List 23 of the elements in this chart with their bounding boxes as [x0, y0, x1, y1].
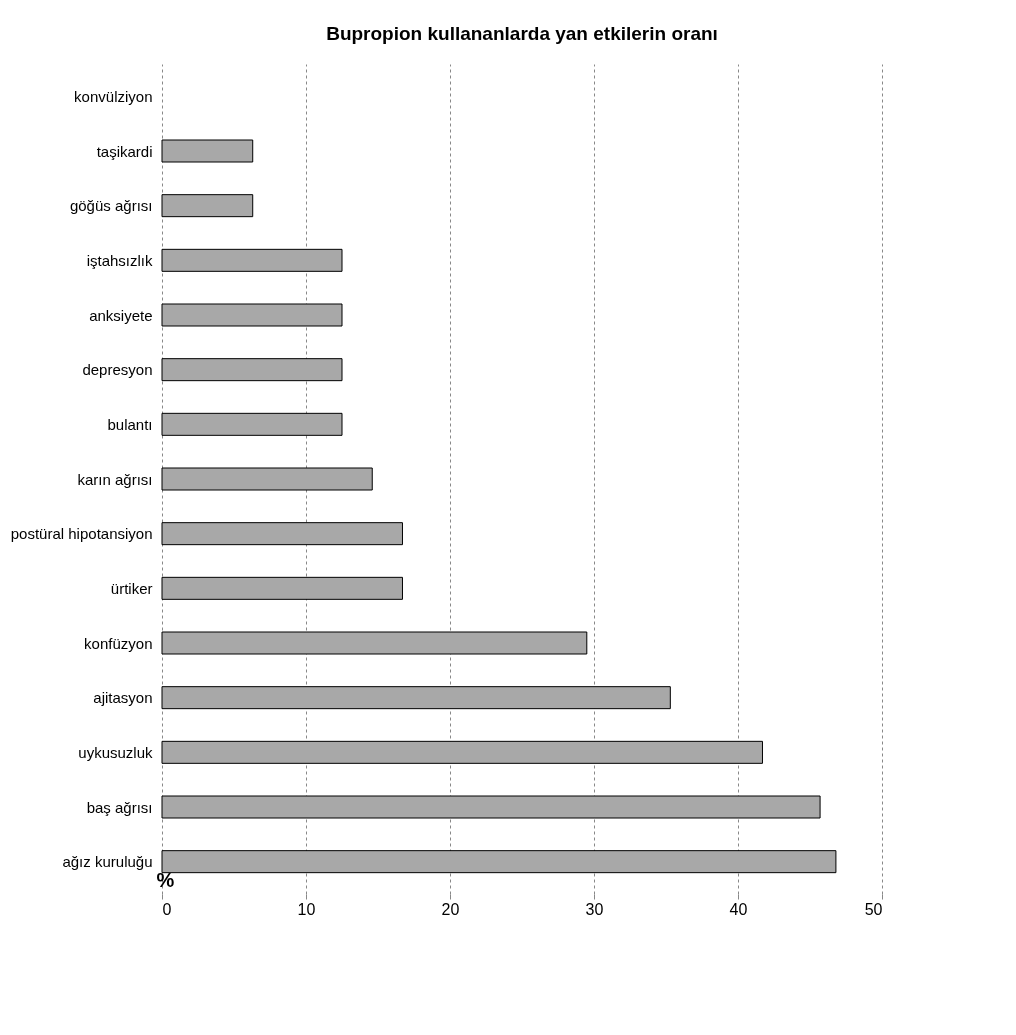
- y-tick-label: postüral hipotansiyon: [10, 525, 153, 543]
- y-tick-label: ürtiker: [110, 579, 153, 597]
- y-tick-label: depresyon: [82, 361, 153, 379]
- x-tick-label: 50: [864, 900, 883, 918]
- y-tick-label: baş ağrısı: [86, 798, 153, 816]
- x-tick-label: 30: [585, 900, 604, 918]
- x-tick-label: 40: [729, 900, 748, 918]
- chart-title: Bupropion kullananlarda yan etkilerin oranı: [326, 23, 718, 44]
- y-tick-label: ajitasyon: [93, 689, 153, 707]
- y-tick-label: bulantı: [107, 415, 153, 433]
- x-tick-label: 10: [297, 900, 316, 918]
- y-tick-label: iştahsızlık: [86, 251, 153, 269]
- y-tick-label: taşikardi: [96, 142, 153, 160]
- x-axis-title: %: [156, 868, 175, 891]
- y-tick-label: ağız kuruluğu: [62, 853, 153, 871]
- y-tick-label: konvülziyon: [74, 87, 153, 105]
- x-tick-label: 0: [162, 900, 172, 918]
- y-tick-label: konfüzyon: [84, 634, 153, 652]
- x-tick-label: 20: [441, 900, 460, 918]
- y-tick-label: anksiyete: [89, 306, 153, 324]
- y-tick-label: karın ağrısı: [77, 470, 153, 488]
- y-tick-label: uykusuzluk: [78, 743, 153, 761]
- y-tick-label: göğüs ağrısı: [69, 197, 153, 215]
